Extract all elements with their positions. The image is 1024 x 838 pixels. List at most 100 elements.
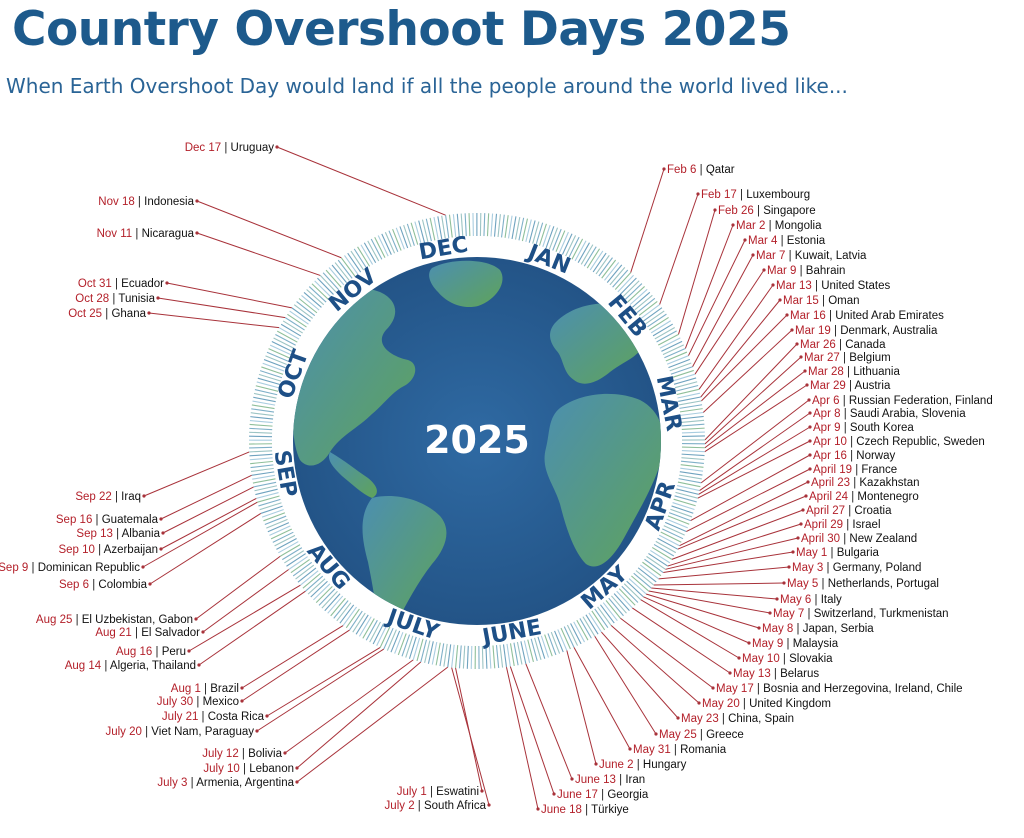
country-name: Eswatini: [436, 786, 479, 798]
overshoot-date: July 3: [157, 777, 187, 789]
day-tick: [328, 267, 345, 286]
day-tick: [452, 214, 457, 238]
overshoot-date: Dec 17: [185, 142, 221, 154]
country-name: El Salvador: [141, 627, 200, 639]
day-tick: [681, 427, 705, 430]
country-name: Dominican Republic: [38, 562, 141, 574]
day-tick: [259, 370, 283, 379]
country-label-russian-federation-finland: Apr 6 | Russian Federation, Finland: [812, 395, 993, 407]
day-tick: [537, 636, 546, 659]
day-tick: [441, 215, 446, 239]
day-tick: [290, 558, 310, 574]
page-subtitle: When Earth Overshoot Day would land if a…: [6, 74, 848, 98]
day-tick: [666, 518, 688, 529]
connector-dot: [662, 167, 666, 171]
day-tick: [296, 301, 316, 317]
day-tick: [602, 602, 618, 622]
connector-july-30: [241, 629, 350, 702]
country-name: Armenia, Argentina: [196, 777, 294, 789]
overshoot-date: Mar 19: [795, 325, 831, 337]
day-tick: [589, 250, 604, 271]
day-tick: [557, 629, 568, 651]
connector-dot: [799, 355, 803, 359]
connector-mar-27: [704, 356, 802, 445]
day-tick: [608, 597, 624, 617]
overshoot-date: May 1: [796, 547, 827, 559]
label-separator: |: [201, 683, 210, 695]
connector-dot: [731, 223, 735, 227]
connector-june-2: [566, 650, 597, 765]
day-tick: [288, 556, 308, 570]
label-separator: |: [841, 408, 850, 420]
day-tick: [555, 230, 566, 253]
country-name: South Korea: [850, 422, 915, 434]
connector-dot: [787, 565, 791, 569]
label-separator: |: [187, 777, 196, 789]
label-separator: |: [616, 774, 625, 786]
label-separator: |: [841, 422, 850, 434]
day-tick: [431, 641, 438, 665]
day-tick: [313, 583, 331, 601]
day-tick: [331, 264, 348, 284]
country-label-south-africa: July 2 | South Africa: [385, 800, 487, 812]
overshoot-date: May 25: [659, 729, 697, 741]
country-label-italy: May 6 | Italy: [780, 594, 842, 606]
day-tick: [645, 310, 665, 325]
day-tick: [627, 286, 645, 303]
label-separator: |: [818, 578, 827, 590]
day-tick: [568, 236, 580, 258]
day-tick: [318, 588, 336, 606]
day-tick: [319, 275, 337, 293]
connector-dot: [768, 611, 772, 615]
day-tick: [654, 326, 675, 340]
day-tick: [681, 423, 705, 427]
connector-dot: [713, 208, 717, 212]
day-tick: [598, 257, 613, 277]
connector-dot: [747, 641, 751, 645]
connector-dot: [165, 281, 169, 285]
label-separator: |: [101, 660, 110, 672]
country-label-china-spain: May 23 | China, Spain: [681, 713, 794, 725]
day-tick: [565, 235, 577, 257]
day-tick: [547, 633, 557, 656]
day-tick: [369, 621, 381, 643]
connector-dot: [743, 238, 747, 242]
connector-dot: [804, 494, 808, 498]
connector-dot: [141, 565, 145, 569]
label-separator: |: [780, 653, 789, 665]
overshoot-date: April 19: [813, 464, 852, 476]
day-tick: [249, 450, 273, 453]
country-name: Azerbaijan: [104, 544, 158, 556]
day-tick: [659, 337, 681, 349]
day-tick: [251, 471, 275, 476]
connector-aug-21: [202, 569, 289, 633]
day-tick: [384, 232, 396, 254]
overshoot-date: Aug 14: [65, 660, 102, 672]
country-label-mexico: July 30 | Mexico: [157, 696, 239, 708]
day-tick: [673, 377, 697, 385]
day-tick: [595, 255, 610, 275]
land-south-america: [362, 496, 447, 624]
country-name: Montenegro: [857, 491, 918, 503]
connector-mar-16: [701, 314, 788, 402]
day-tick: [554, 630, 564, 653]
country-label-montenegro: April 24 | Montenegro: [809, 491, 919, 503]
day-tick: [455, 645, 459, 669]
connector-april-27: [671, 509, 804, 560]
label-separator: |: [844, 366, 853, 378]
day-tick: [676, 484, 700, 492]
country-name: Georgia: [607, 789, 649, 801]
country-name: Estonia: [787, 235, 826, 247]
connector-mar-15: [700, 299, 781, 398]
day-tick: [249, 457, 273, 461]
day-tick: [250, 412, 274, 417]
day-tick: [301, 295, 320, 311]
connector-july-12: [284, 659, 414, 754]
day-tick: [582, 616, 596, 637]
day-tick: [388, 230, 399, 253]
day-tick: [506, 643, 511, 667]
day-tick: [269, 344, 292, 356]
overshoot-date: Sep 9: [0, 562, 28, 574]
connector-dot: [696, 192, 700, 196]
day-tick: [552, 228, 562, 251]
